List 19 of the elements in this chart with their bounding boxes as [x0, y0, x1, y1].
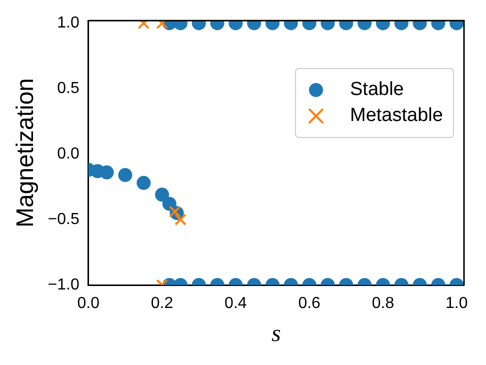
- legend-label: Stable: [350, 78, 404, 101]
- point: [136, 176, 151, 190]
- y-tick-label: 1.0: [57, 14, 80, 32]
- y-tick-label: −1.0: [48, 276, 80, 294]
- x-tick-label: 0.0: [77, 295, 100, 312]
- x-tick-label: 0.8: [372, 295, 394, 312]
- y-tick-label: 0.5: [57, 80, 80, 98]
- x-tick-label: 0.2: [150, 295, 174, 312]
- point: [100, 165, 114, 180]
- x-axis-title: s: [272, 320, 281, 347]
- legend-label: Metastable: [350, 104, 443, 127]
- y-tick-label: −0.5: [48, 210, 80, 228]
- x-tick-label: 0.6: [298, 295, 321, 312]
- y-axis-title: Magnetization: [12, 78, 40, 228]
- x-tick-label: 1.0: [446, 295, 468, 312]
- y-tick-label: 0.0: [57, 146, 80, 163]
- x-tick-label: 0.4: [224, 295, 247, 312]
- point: [118, 168, 132, 182]
- point: [155, 188, 170, 202]
